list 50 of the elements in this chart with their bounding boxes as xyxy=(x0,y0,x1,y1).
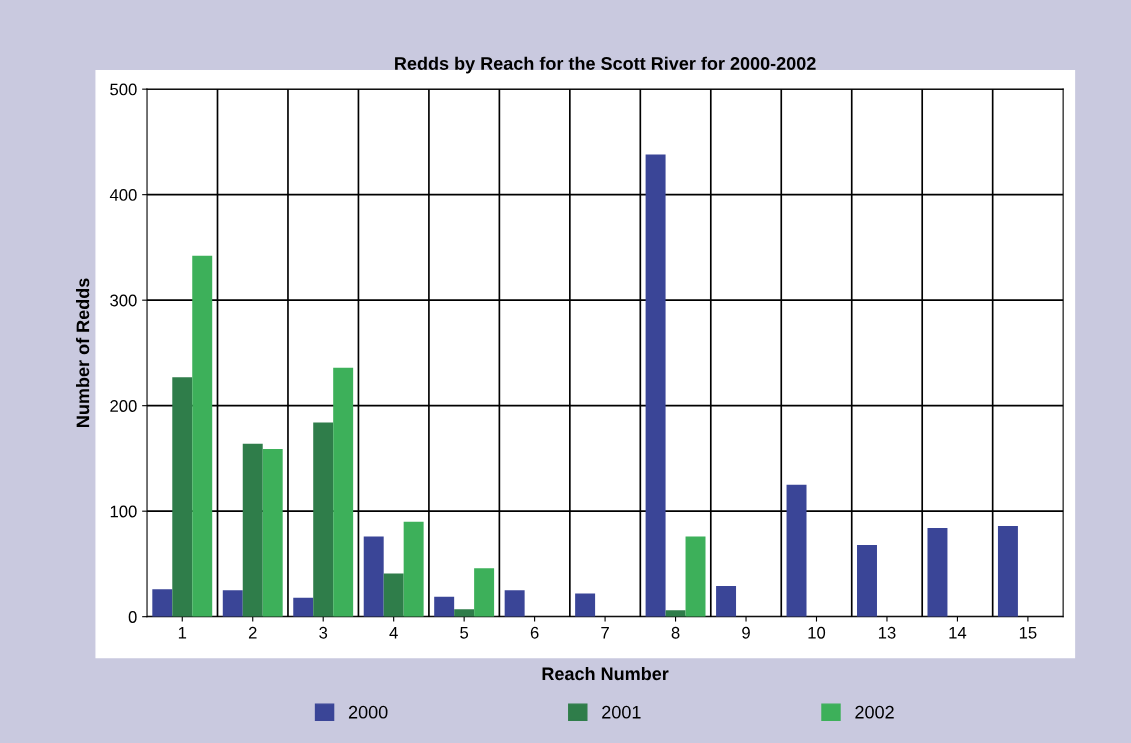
x-tick-label: 10 xyxy=(808,626,826,639)
bar xyxy=(575,593,596,617)
y-tick-label: 200 xyxy=(110,400,137,412)
y-tick-label: 0 xyxy=(128,611,137,623)
y-tick-label: 100 xyxy=(110,505,137,518)
bar xyxy=(786,484,807,617)
x-tick-label: 1 xyxy=(178,627,187,639)
x-tick-label: 3 xyxy=(319,626,328,639)
legend-label: 2000 xyxy=(348,705,388,719)
y-tick-label: 300 xyxy=(110,294,137,307)
x-tick-label: 5 xyxy=(460,627,469,639)
x-tick-label: 8 xyxy=(671,626,680,639)
bar xyxy=(997,525,1018,617)
x-tick-label: 13 xyxy=(878,626,896,639)
bar xyxy=(313,422,334,617)
bar xyxy=(927,528,948,617)
x-tick-label: 15 xyxy=(1019,627,1037,639)
x-tick-label: 7 xyxy=(601,627,609,639)
x-tick-label: 4 xyxy=(389,627,398,639)
bar xyxy=(242,443,263,617)
legend-label: 2001 xyxy=(602,705,641,719)
y-tick-label: 500 xyxy=(110,83,137,96)
y-axis-title: Number of Redds xyxy=(76,278,90,427)
legend-label: 2002 xyxy=(855,705,894,719)
bar xyxy=(645,154,666,617)
bar xyxy=(403,521,424,617)
x-tick-label: 6 xyxy=(530,626,539,639)
x-tick-label: 2 xyxy=(248,626,257,639)
bar xyxy=(333,367,354,617)
chart-title: Redds by Reach for the Scott River for 2000-2002 xyxy=(395,56,816,74)
x-tick-label: 9 xyxy=(742,626,750,639)
x-tick-label: 14 xyxy=(949,627,967,639)
bar xyxy=(383,573,404,617)
bar xyxy=(192,255,213,617)
bar xyxy=(685,536,706,617)
bar xyxy=(293,597,314,617)
bar xyxy=(262,448,283,617)
x-axis-title: Reach Number xyxy=(542,666,669,681)
bar xyxy=(222,590,243,617)
bar xyxy=(665,610,686,617)
bar xyxy=(152,589,173,617)
bar xyxy=(474,568,495,617)
bar xyxy=(363,536,384,617)
bar xyxy=(172,377,193,617)
y-tick-label: 400 xyxy=(109,189,137,201)
bar xyxy=(504,590,525,617)
bar xyxy=(857,544,877,617)
bar xyxy=(434,596,455,617)
bar xyxy=(454,609,475,617)
bar xyxy=(716,586,737,617)
